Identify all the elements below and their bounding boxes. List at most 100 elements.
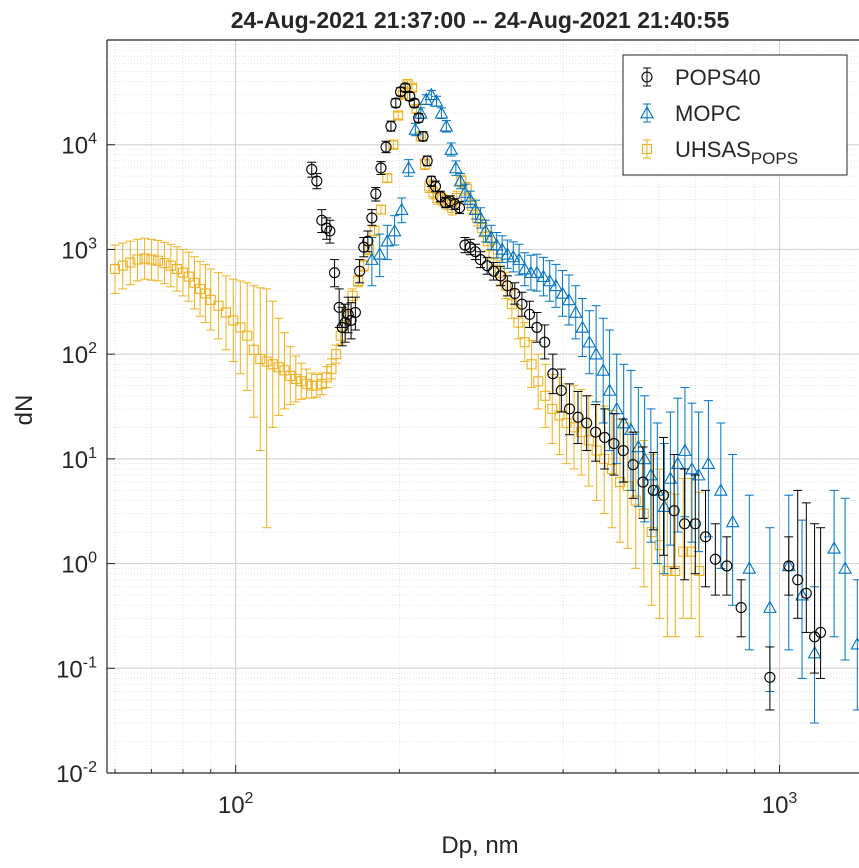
axes-frame: [106, 39, 859, 774]
circle-marker: [539, 336, 551, 348]
triangle-marker: [575, 320, 590, 333]
triangle-marker: [555, 286, 570, 299]
legend-label: UHSASPOPS: [675, 137, 798, 168]
x-tick-label: 102: [218, 790, 254, 819]
square-marker: [388, 139, 399, 150]
legend-box: [622, 54, 848, 176]
circle-marker: [599, 431, 611, 444]
square-marker: [375, 204, 387, 215]
square-marker: [554, 410, 565, 421]
square-marker: [678, 546, 689, 557]
circle-marker: [339, 317, 351, 329]
square-marker: [242, 330, 253, 341]
triangle-marker: [643, 467, 658, 481]
circle-marker: [555, 384, 567, 397]
square-marker: [267, 359, 278, 370]
circle-marker: [413, 112, 425, 124]
circle-marker: [792, 574, 804, 586]
triangle-marker: [512, 252, 527, 265]
triangle-marker: [434, 106, 449, 119]
square-marker: [630, 495, 641, 506]
circle-marker: [453, 202, 466, 214]
circle-marker: [617, 445, 629, 457]
square-marker: [393, 110, 404, 121]
circle-marker: [572, 411, 584, 423]
triangle-marker: [372, 247, 387, 260]
triangle-marker: [448, 160, 463, 174]
circle-marker: [590, 426, 602, 438]
square-marker: [165, 260, 176, 271]
square-marker: [540, 390, 551, 401]
y-tick-label: 100: [61, 550, 97, 579]
triangle-marker: [663, 471, 678, 484]
circle-marker: [474, 254, 487, 266]
square-marker: [125, 257, 136, 268]
triangle-marker: [394, 202, 409, 215]
square-marker: [397, 89, 408, 100]
square-marker: [109, 263, 121, 275]
triangle-marker: [838, 561, 853, 574]
circle-marker: [329, 267, 341, 279]
square-marker: [519, 337, 530, 348]
circle-marker: [764, 671, 776, 683]
square-marker: [285, 370, 296, 381]
triangle-marker: [701, 456, 716, 469]
circle-marker: [699, 531, 712, 543]
circle-marker: [800, 587, 812, 599]
circle-marker: [501, 280, 513, 292]
circle-marker: [380, 141, 392, 153]
triangle-marker: [473, 210, 488, 224]
square-marker: [255, 353, 266, 364]
square-marker: [533, 376, 544, 387]
triangle-marker: [640, 105, 654, 119]
triangle-marker: [484, 230, 499, 243]
triangle-marker: [500, 247, 515, 260]
circle-marker: [531, 321, 543, 333]
circle-marker: [809, 631, 821, 643]
triangle-marker: [387, 223, 402, 237]
legend-label: MOPC: [675, 101, 741, 126]
circle-marker: [429, 180, 442, 192]
square-marker: [364, 244, 375, 255]
square-marker: [576, 427, 587, 438]
triangle-marker: [489, 237, 504, 251]
circle-marker: [735, 602, 747, 614]
square-marker: [326, 364, 337, 375]
square-marker: [420, 159, 431, 170]
square-marker: [591, 445, 602, 456]
triangle-marker: [631, 439, 646, 453]
square-marker: [526, 359, 537, 370]
triangle-marker: [424, 87, 439, 101]
square-marker: [146, 254, 157, 265]
square-marker: [306, 380, 317, 391]
square-marker: [382, 173, 393, 184]
triangle-marker: [506, 249, 521, 263]
square-marker: [641, 143, 653, 155]
triangle-marker: [429, 94, 444, 107]
data-series: [109, 78, 859, 724]
circle-marker: [783, 560, 795, 572]
triangle-marker: [561, 292, 576, 306]
circle-marker: [627, 459, 639, 471]
triangle-marker: [691, 467, 706, 481]
triangle-marker: [623, 422, 638, 436]
y-axis-label: dN: [11, 395, 38, 426]
circle-marker: [689, 518, 701, 530]
square-marker: [670, 565, 681, 577]
circle-marker: [342, 308, 354, 320]
chart-title: 24-Aug-2021 21:37:00 -- 24-Aug-2021 21:4…: [231, 7, 730, 33]
triangle-marker: [529, 265, 544, 279]
square-marker: [183, 271, 194, 282]
y-tick-label: 10-1: [56, 654, 97, 683]
triangle-marker: [762, 600, 777, 613]
square-marker: [159, 258, 170, 269]
circle-marker: [679, 518, 691, 530]
triangle-marker: [678, 443, 692, 456]
triangle-marker: [725, 514, 740, 528]
square-marker: [451, 192, 462, 204]
series-pops40: [306, 82, 827, 711]
chart-legend[interactable]: POPS40 MOPC UHSASPOPS: [622, 54, 848, 176]
square-marker: [153, 255, 164, 266]
triangle-marker: [596, 363, 611, 376]
